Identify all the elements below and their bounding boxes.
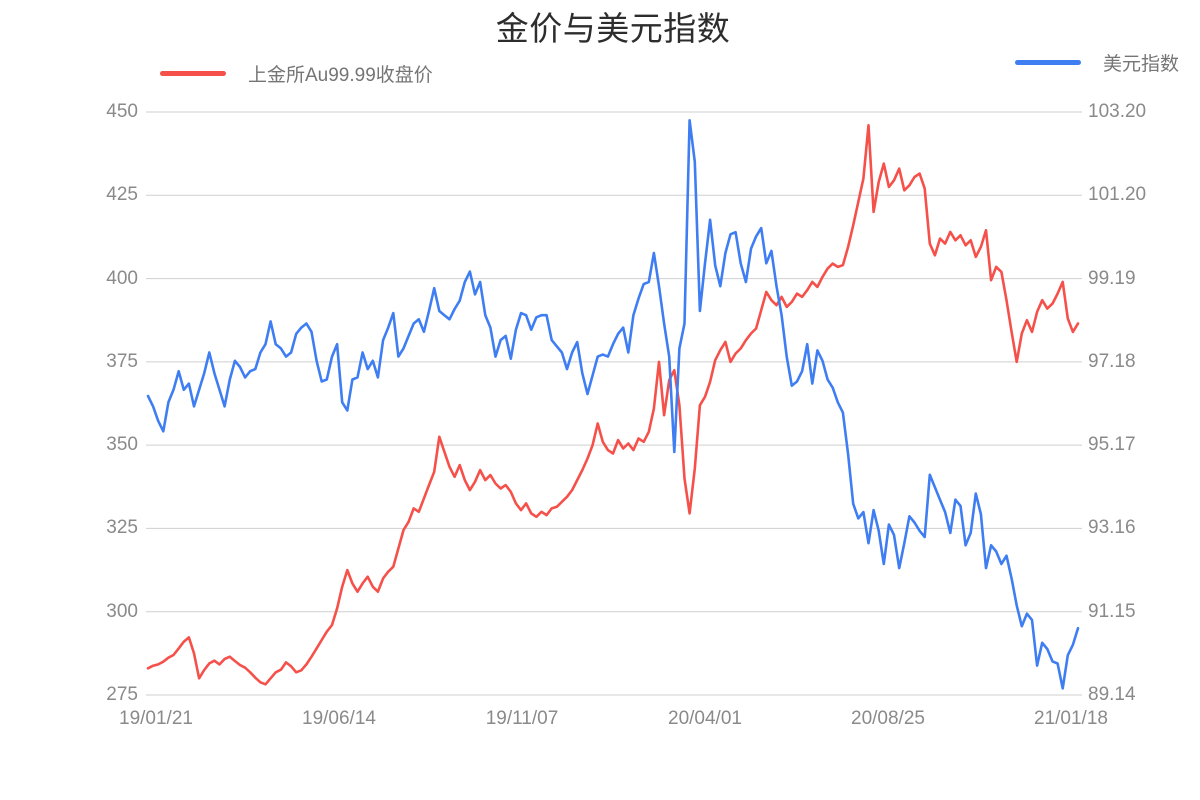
- dxy-legend-line-icon: [1015, 59, 1081, 65]
- gold-legend-line-icon: [160, 70, 226, 76]
- x-axis-tick: 21/01/18: [1034, 708, 1108, 729]
- gold-legend-label: 上金所Au99.99收盘价: [248, 64, 433, 86]
- x-axis-tick: 20/04/01: [668, 708, 742, 729]
- y-axis-right-tick: 93.16: [1088, 517, 1136, 539]
- y-axis-right-tick: 101.20: [1088, 184, 1147, 206]
- y-axis-right-tick: 99.19: [1088, 267, 1136, 289]
- series-line-gold: [146, 124, 1080, 686]
- y-axis-left-tick: 400: [106, 267, 138, 289]
- x-axis-tick: 19/01/21: [119, 708, 193, 729]
- y-axis-right-tick: 97.18: [1088, 350, 1136, 372]
- y-axis-left-tick: 300: [106, 600, 138, 622]
- y-axis-left-tick: 325: [106, 517, 138, 539]
- legend-item-dxy[interactable]: 美元指数: [1015, 50, 1180, 75]
- y-axis-right-tick: 95.17: [1088, 434, 1136, 456]
- y-axis-left-tick: 275: [106, 684, 138, 705]
- y-axis-right-tick: 103.20: [1088, 101, 1147, 122]
- y-axis-left-tick: 375: [106, 350, 138, 372]
- y-axis-left-tick: 450: [106, 101, 138, 122]
- x-axis-tick: 19/11/07: [485, 708, 559, 729]
- x-axis-tick: 20/08/25: [851, 708, 925, 729]
- y-axis-right-tick: 91.15: [1088, 600, 1136, 622]
- legend-item-gold[interactable]: 上金所Au99.99收盘价: [160, 61, 433, 86]
- y-axis-left-tick: 425: [106, 184, 138, 206]
- y-axis-left-tick: 350: [106, 434, 138, 456]
- chart-title: 金价与美元指数: [495, 10, 731, 47]
- dxy-legend-label: 美元指数: [1103, 53, 1180, 75]
- y-axis-right-tick: 89.14: [1088, 684, 1136, 705]
- series-line-dxy: [146, 119, 1080, 690]
- x-axis-tick: 19/06/14: [302, 708, 376, 729]
